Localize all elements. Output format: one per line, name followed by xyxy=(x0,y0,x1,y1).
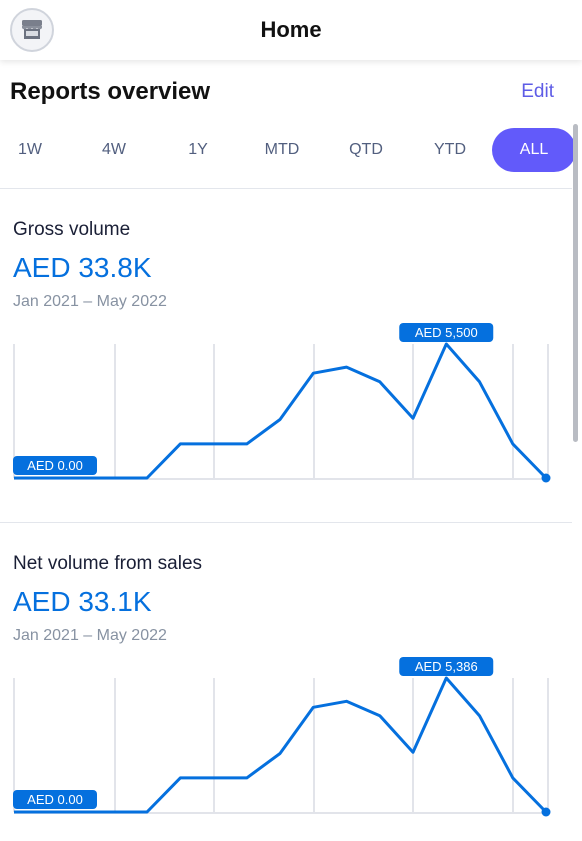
gross-volume-title: Gross volume xyxy=(13,219,131,240)
svg-text:AED 5,500: AED 5,500 xyxy=(415,325,478,340)
tab-4w[interactable]: 4W xyxy=(102,141,126,158)
svg-text:AED 0.00: AED 0.00 xyxy=(27,458,83,473)
svg-text:AED 0.00: AED 0.00 xyxy=(27,792,83,807)
storefront-icon xyxy=(22,20,42,39)
min-value-label: AED 0.00 xyxy=(13,790,97,809)
series-line xyxy=(14,342,548,480)
min-value-label: AED 0.00 xyxy=(13,456,97,475)
top-bar: Home xyxy=(0,0,582,60)
tab-qtd[interactable]: QTD xyxy=(349,141,383,158)
max-value-label: AED 5,500 xyxy=(399,323,494,342)
net-volume-range: Jan 2021 – May 2022 xyxy=(13,627,167,644)
page-title: Home xyxy=(260,17,322,42)
edit-button[interactable]: Edit xyxy=(521,81,554,102)
net-volume-value: AED 33.1K xyxy=(13,586,152,617)
tab-all[interactable]: ALL xyxy=(492,128,576,172)
period-tabs: 1W 4W 1Y MTD QTD YTD ALL xyxy=(0,128,582,172)
svg-text:AED 5,386: AED 5,386 xyxy=(415,659,478,674)
gross-volume-range: Jan 2021 – May 2022 xyxy=(13,293,167,310)
gross-volume-chart[interactable]: AED 5,500 AED 0.00 xyxy=(0,320,582,490)
tab-1y[interactable]: 1Y xyxy=(188,141,208,158)
series-line xyxy=(14,676,548,814)
tab-ytd[interactable]: YTD xyxy=(434,141,466,158)
scrollbar[interactable] xyxy=(573,124,578,442)
store-avatar[interactable] xyxy=(10,8,54,52)
net-volume-title: Net volume from sales xyxy=(13,553,203,574)
tab-mtd[interactable]: MTD xyxy=(264,141,300,158)
net-volume-chart[interactable]: AED 5,386 AED 0.00 xyxy=(0,654,582,824)
tabs-divider xyxy=(0,188,572,189)
tab-1w[interactable]: 1W xyxy=(18,141,42,158)
gross-volume-value: AED 33.8K xyxy=(13,252,152,283)
card-divider xyxy=(0,522,572,523)
end-point xyxy=(541,807,551,817)
max-value-label: AED 5,386 xyxy=(399,657,494,676)
reports-overview-title: Reports overview xyxy=(10,78,211,105)
end-point xyxy=(541,473,551,483)
